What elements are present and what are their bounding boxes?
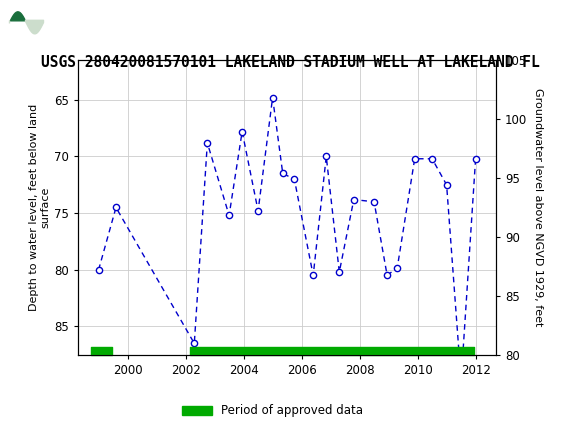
Y-axis label: Groundwater level above NGVD 1929, feet: Groundwater level above NGVD 1929, feet bbox=[533, 88, 543, 327]
Legend: Period of approved data: Period of approved data bbox=[177, 399, 368, 422]
Text: USGS: USGS bbox=[90, 14, 145, 31]
FancyBboxPatch shape bbox=[6, 3, 72, 42]
Text: USGS 280420081570101 LAKELAND STADIUM WELL AT LAKELAND FL: USGS 280420081570101 LAKELAND STADIUM WE… bbox=[41, 55, 539, 70]
Y-axis label: Depth to water level, feet below land
surface: Depth to water level, feet below land su… bbox=[28, 104, 50, 311]
